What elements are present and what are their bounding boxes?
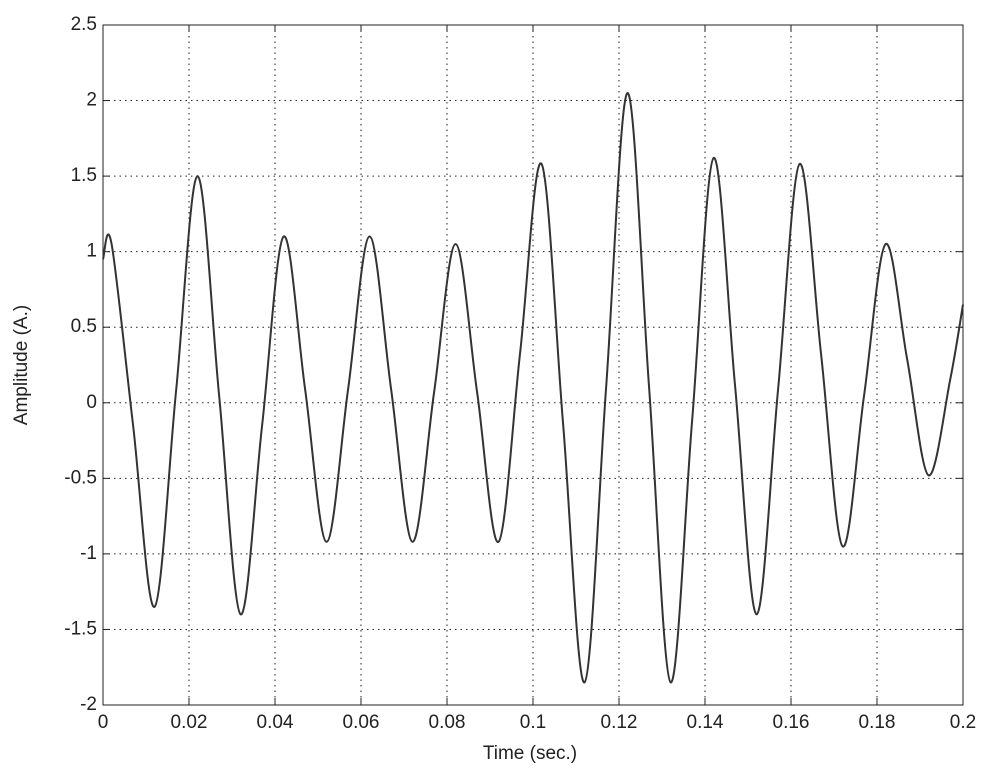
y-tick-label: -1.5 — [64, 618, 97, 639]
y-tick-label: 1 — [86, 241, 97, 262]
x-tick-label: 0.1 — [520, 712, 546, 733]
y-tick-label: -0.5 — [64, 467, 97, 488]
y-axis-label: Amplitude (A.) — [11, 305, 32, 425]
x-tick-label: 0.16 — [773, 712, 810, 733]
signal-line — [102, 91, 964, 684]
x-tick-label: 0.06 — [343, 712, 380, 733]
plot-frame — [102, 24, 964, 706]
y-tick-label: 2 — [86, 90, 97, 111]
x-tick-label: 0.02 — [171, 712, 208, 733]
y-tick-label: 1.5 — [71, 165, 97, 186]
x-tick-label: 0 — [98, 712, 109, 733]
y-tick-label: 0 — [86, 392, 97, 413]
x-tick-label: 0.2 — [950, 712, 976, 733]
x-tick-label: 0.12 — [601, 712, 638, 733]
y-tick-label: 2.5 — [71, 14, 97, 35]
x-tick-label: 0.08 — [429, 712, 466, 733]
y-tick-label: -2 — [80, 694, 97, 715]
x-tick-label: 0.14 — [687, 712, 724, 733]
y-tick-label: 0.5 — [71, 316, 97, 337]
y-tick-label: -1 — [80, 543, 97, 564]
x-tick-label: 0.18 — [859, 712, 896, 733]
x-tick-label: 0.04 — [257, 712, 294, 733]
x-axis-label: Time (sec.) — [483, 743, 577, 764]
